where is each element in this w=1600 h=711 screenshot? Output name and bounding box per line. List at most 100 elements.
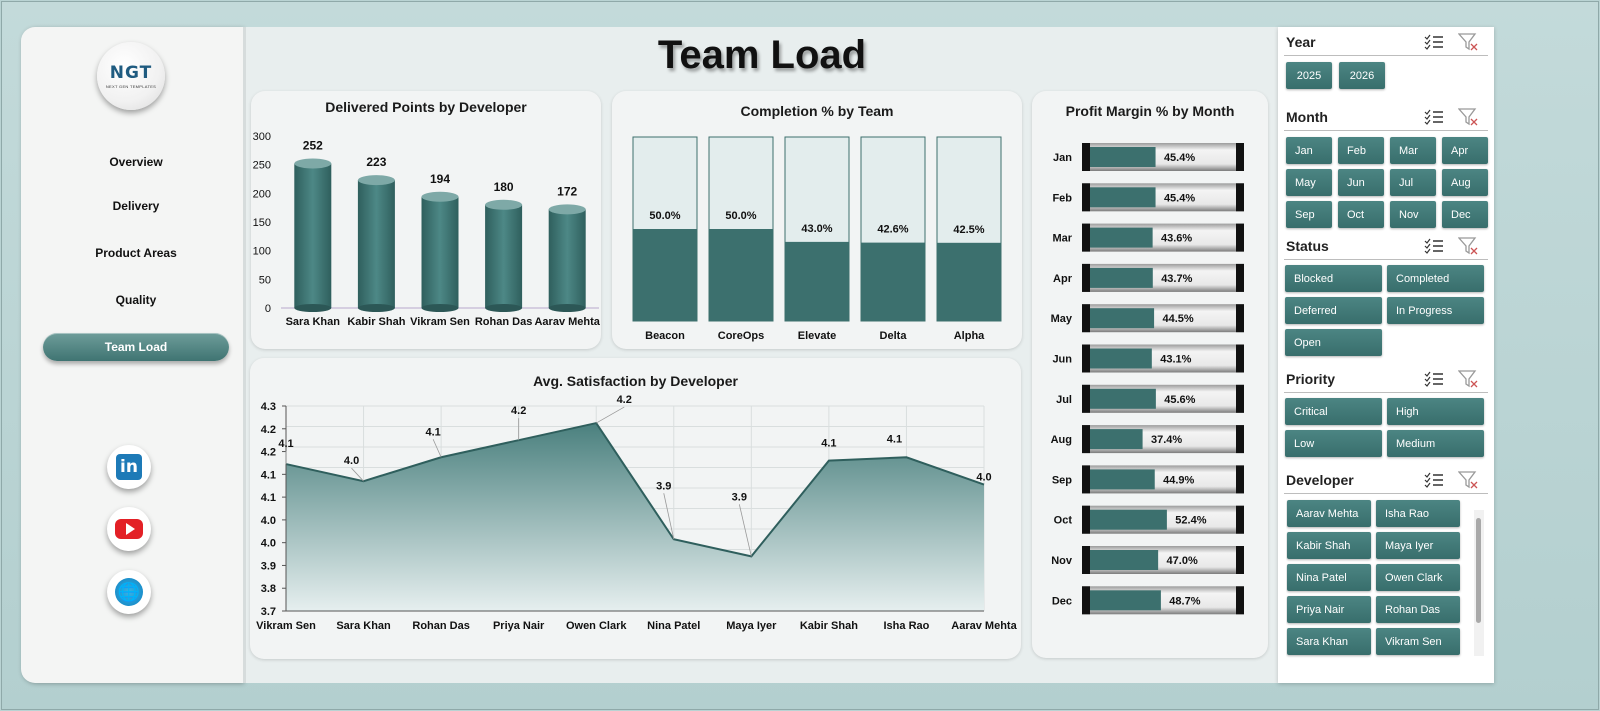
bar-cap-right <box>1236 465 1244 494</box>
bar-base <box>357 304 395 312</box>
completion-chart: 50.0% Beacon 50.0% CoreOps 43.0% Elevate 42.6%… <box>632 136 1002 342</box>
clear-filter-icon[interactable] <box>1457 108 1478 126</box>
data-label: 50.0% <box>725 210 756 222</box>
data-label: 180 <box>494 180 514 194</box>
y-tick-label: 0 <box>265 303 271 315</box>
multi-select-icon[interactable] <box>1424 34 1444 50</box>
x-tick-label: Aarav Mehta <box>951 620 1017 632</box>
y-tick-label: May <box>1051 313 1073 325</box>
x-tick-label: Sara Khan <box>336 620 391 632</box>
bar-fill <box>1090 469 1155 490</box>
priority-filter-button[interactable]: Medium <box>1387 430 1484 457</box>
bar <box>485 204 523 308</box>
y-tick-label: Oct <box>1054 515 1073 527</box>
bar <box>294 163 332 308</box>
y-tick-label: 3.9 <box>261 560 276 572</box>
developer-filter-button[interactable]: Vikram Sen <box>1376 628 1460 655</box>
delivered-points-chart: 0 50 100 150 200 250 300 252 Sara Khan 223 Kabir S… <box>253 131 601 328</box>
bar-fill <box>1090 509 1167 530</box>
month-filter-button[interactable]: Mar <box>1390 137 1436 164</box>
multi-select-icon[interactable] <box>1424 238 1444 254</box>
month-filter-button[interactable]: Jun <box>1338 169 1384 196</box>
priority-filter-button[interactable]: Low <box>1285 430 1382 457</box>
bar-top <box>294 158 332 169</box>
y-tick-label: Apr <box>1053 273 1073 285</box>
month-filter-button[interactable]: Jul <box>1390 169 1436 196</box>
youtube-button[interactable] <box>107 507 151 551</box>
status-filter-button[interactable]: Blocked <box>1285 265 1382 292</box>
sidebar-divider <box>243 27 246 683</box>
developer-filter-button[interactable]: Maya Iyer <box>1376 532 1460 559</box>
data-label: 37.4% <box>1151 434 1182 446</box>
bar-fill <box>861 242 925 321</box>
bar-base <box>421 304 459 312</box>
bar-fill <box>1090 550 1159 570</box>
nav-product-areas[interactable]: Product Areas <box>95 246 177 260</box>
month-filter-button[interactable]: Jan <box>1286 137 1332 164</box>
scroll-thumb[interactable] <box>1476 518 1481 623</box>
linkedin-button[interactable]: in <box>107 445 151 489</box>
month-filter-button[interactable]: Feb <box>1338 137 1384 164</box>
bar-fill <box>709 229 773 321</box>
developer-filter-button[interactable]: Isha Rao <box>1376 500 1460 527</box>
status-filter-button[interactable]: Deferred <box>1285 297 1382 324</box>
slicer-header-status: Status <box>1284 232 1488 260</box>
bar-cap-right <box>1236 505 1244 534</box>
developer-filter-button[interactable]: Sara Khan <box>1287 628 1371 655</box>
clear-filter-icon[interactable] <box>1457 370 1478 388</box>
year-filter-button[interactable]: 2025 <box>1286 62 1332 89</box>
slicer-header-priority: Priority <box>1284 365 1488 393</box>
x-tick-label: Vikram Sen <box>410 316 470 328</box>
status-filter-button[interactable]: Completed <box>1387 265 1484 292</box>
x-tick-label: Owen Clark <box>566 620 627 632</box>
x-tick-label: Delta <box>880 330 908 342</box>
developer-filter-button[interactable]: Rohan Das <box>1376 596 1460 623</box>
priority-filter-button[interactable]: High <box>1387 398 1484 425</box>
developer-scrollbar[interactable] <box>1474 510 1484 656</box>
website-button[interactable]: 🌐 <box>107 570 151 614</box>
nav-quality[interactable]: Quality <box>115 293 157 307</box>
x-tick-label: Kabir Shah <box>347 316 405 328</box>
data-label: 43.0% <box>801 223 832 235</box>
leader-line <box>663 493 675 540</box>
month-filter-button[interactable]: Aug <box>1442 169 1488 196</box>
card-profit-margin: Profit Margin % by Month Jan 45.4% Feb 45.4… <box>1032 91 1268 658</box>
developer-filter-button[interactable]: Owen Clark <box>1376 564 1460 591</box>
x-tick-label: Elevate <box>798 330 837 342</box>
y-tick-label: 3.8 <box>261 583 276 595</box>
nav-team-load[interactable]: Team Load <box>43 333 229 361</box>
priority-filter-button[interactable]: Critical <box>1285 398 1382 425</box>
multi-select-icon[interactable] <box>1424 371 1444 387</box>
clear-filter-icon[interactable] <box>1457 33 1478 51</box>
clear-filter-icon[interactable] <box>1457 471 1478 489</box>
status-filter-button[interactable]: In Progress <box>1387 297 1484 324</box>
y-tick-label: 4.1 <box>261 469 276 481</box>
data-label: 4.2 <box>511 405 526 417</box>
bar-cap-left <box>1082 263 1090 292</box>
y-tick-label: 4.0 <box>261 538 276 550</box>
month-filter-button[interactable]: Dec <box>1442 201 1488 228</box>
x-tick-label: Priya Nair <box>493 620 545 632</box>
nav-overview[interactable]: Overview <box>109 155 163 169</box>
month-filter-button[interactable]: Sep <box>1286 201 1332 228</box>
month-filter-button[interactable]: Apr <box>1442 137 1488 164</box>
developer-filter-button[interactable]: Kabir Shah <box>1287 532 1371 559</box>
clear-filter-icon[interactable] <box>1457 237 1478 255</box>
developer-slicer-list[interactable]: Aarav Mehta Isha Rao Kabir Shah Maya Iyer Ni… <box>1286 497 1486 679</box>
bar-cap-left <box>1082 304 1090 333</box>
month-filter-button[interactable]: Nov <box>1390 201 1436 228</box>
x-tick-label: Sara Khan <box>286 316 341 328</box>
developer-filter-button[interactable]: Nina Patel <box>1287 564 1371 591</box>
company-logo[interactable]: NGT NEXT GEN TEMPLATES <box>97 42 165 110</box>
multi-select-icon[interactable] <box>1424 472 1444 488</box>
multi-select-icon[interactable] <box>1424 109 1444 125</box>
website-globe-icon: 🌐 <box>115 578 143 606</box>
year-filter-button[interactable]: 2026 <box>1339 62 1385 89</box>
month-filter-button[interactable]: May <box>1286 169 1332 196</box>
bar-fill <box>1090 429 1143 450</box>
month-filter-button[interactable]: Oct <box>1338 201 1384 228</box>
status-filter-button[interactable]: Open <box>1285 329 1382 356</box>
developer-filter-button[interactable]: Priya Nair <box>1287 596 1371 623</box>
developer-filter-button[interactable]: Aarav Mehta <box>1287 500 1371 527</box>
nav-delivery[interactable]: Delivery <box>112 199 160 213</box>
